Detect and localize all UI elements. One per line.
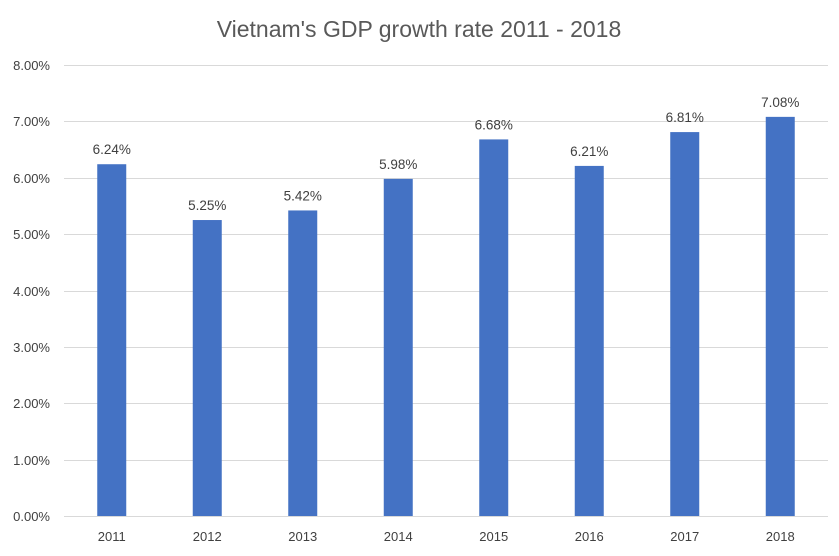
- bar-2016: [574, 165, 604, 516]
- data-label-2013: 5.42%: [284, 188, 322, 203]
- x-axis-tick-labels: 2011 2012 2013 2014 2015 2016 2017 2018: [98, 529, 795, 544]
- y-tick-label: 3.00%: [13, 340, 50, 355]
- data-label-2015: 6.68%: [475, 117, 513, 132]
- x-tick-label: 2012: [193, 529, 222, 544]
- data-label-2012: 5.25%: [188, 198, 226, 213]
- gridlines: [64, 65, 828, 517]
- chart-title: Vietnam's GDP growth rate 2011 - 2018: [217, 16, 622, 42]
- data-label-2018: 7.08%: [761, 95, 799, 110]
- data-label-2014: 5.98%: [379, 157, 417, 172]
- x-tick-label: 2017: [670, 529, 699, 544]
- bar-2015: [479, 139, 509, 517]
- x-tick-label: 2014: [384, 529, 413, 544]
- y-tick-label: 4.00%: [13, 284, 50, 299]
- bar-2018: [765, 116, 795, 517]
- bar-2014: [383, 178, 413, 516]
- y-tick-label: 0.00%: [13, 509, 50, 524]
- x-tick-label: 2013: [288, 529, 317, 544]
- data-label-2016: 6.21%: [570, 144, 608, 159]
- x-tick-label: 2018: [766, 529, 795, 544]
- bar-2012: [192, 220, 222, 516]
- bar-2017: [670, 132, 700, 516]
- x-tick-label: 2011: [98, 529, 126, 544]
- x-tick-label: 2015: [479, 529, 508, 544]
- y-tick-label: 2.00%: [13, 396, 50, 411]
- data-labels: 6.24% 5.25% 5.42% 5.98% 6.68% 6.21% 6.81% 7.08%: [93, 95, 800, 213]
- bars: [97, 116, 795, 517]
- y-tick-label: 1.00%: [13, 453, 50, 468]
- y-tick-label: 7.00%: [13, 114, 50, 129]
- y-axis-tick-labels: 0.00% 1.00% 2.00% 3.00% 4.00% 5.00% 6.00% 7.00%…: [13, 58, 50, 524]
- bar-2011: [97, 164, 127, 516]
- data-label-2011: 6.24%: [93, 142, 131, 157]
- y-tick-label: 8.00%: [13, 58, 50, 73]
- x-tick-label: 2016: [575, 529, 604, 544]
- bar-2013: [288, 210, 318, 516]
- y-tick-label: 6.00%: [13, 171, 50, 186]
- data-label-2017: 6.81%: [666, 110, 704, 125]
- y-tick-label: 5.00%: [13, 227, 50, 242]
